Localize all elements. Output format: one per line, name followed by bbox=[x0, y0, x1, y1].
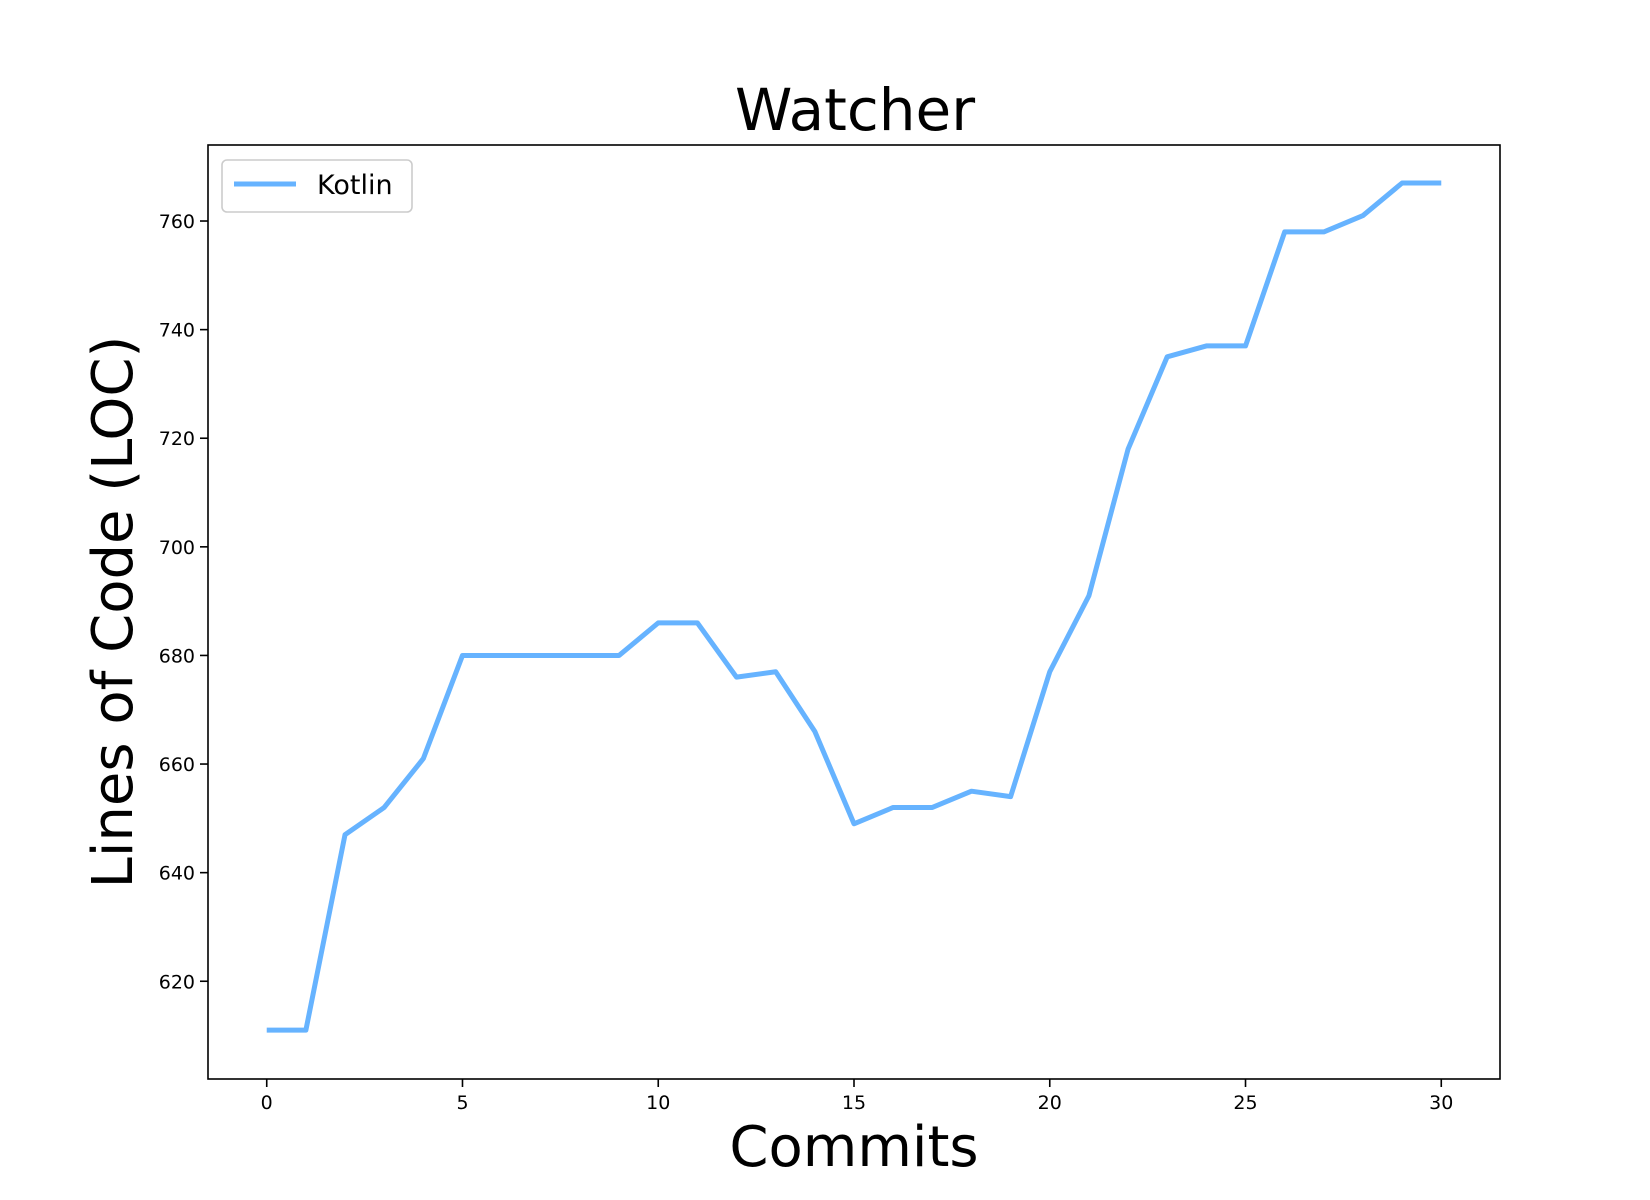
y-tick-label: 640 bbox=[159, 863, 195, 885]
x-tick-label: 0 bbox=[261, 1092, 273, 1114]
y-axis-label: Lines of Code (LOC) bbox=[81, 336, 146, 889]
y-tick-label: 720 bbox=[159, 428, 195, 450]
x-tick-label: 20 bbox=[1038, 1092, 1062, 1114]
x-axis-label: Commits bbox=[729, 1115, 978, 1180]
axis-ticks: 0 5 10 15 20 25 30 620 640 660 680 700 720 740 760 bbox=[159, 211, 1454, 1114]
chart-title: Watcher bbox=[735, 76, 975, 144]
x-tick-label: 25 bbox=[1233, 1092, 1257, 1114]
x-tick-label: 30 bbox=[1429, 1092, 1453, 1114]
axes-frame bbox=[207, 144, 1501, 1080]
x-tick-label: 5 bbox=[456, 1092, 468, 1114]
legend-label-kotlin: Kotlin bbox=[317, 170, 393, 201]
y-tick-label: 680 bbox=[159, 645, 195, 667]
legend-box bbox=[221, 159, 413, 213]
plot-area bbox=[266, 180, 1442, 1033]
legend: Kotlin bbox=[221, 159, 413, 213]
y-tick-label: 660 bbox=[159, 754, 195, 776]
y-tick-label: 760 bbox=[159, 211, 195, 233]
x-tick-label: 10 bbox=[646, 1092, 670, 1114]
y-tick-label: 700 bbox=[159, 537, 195, 559]
y-tick-label: 620 bbox=[159, 971, 195, 993]
y-tick-label: 740 bbox=[159, 320, 195, 342]
x-tick-label: 15 bbox=[842, 1092, 866, 1114]
series-line-kotlin bbox=[266, 180, 1442, 1033]
